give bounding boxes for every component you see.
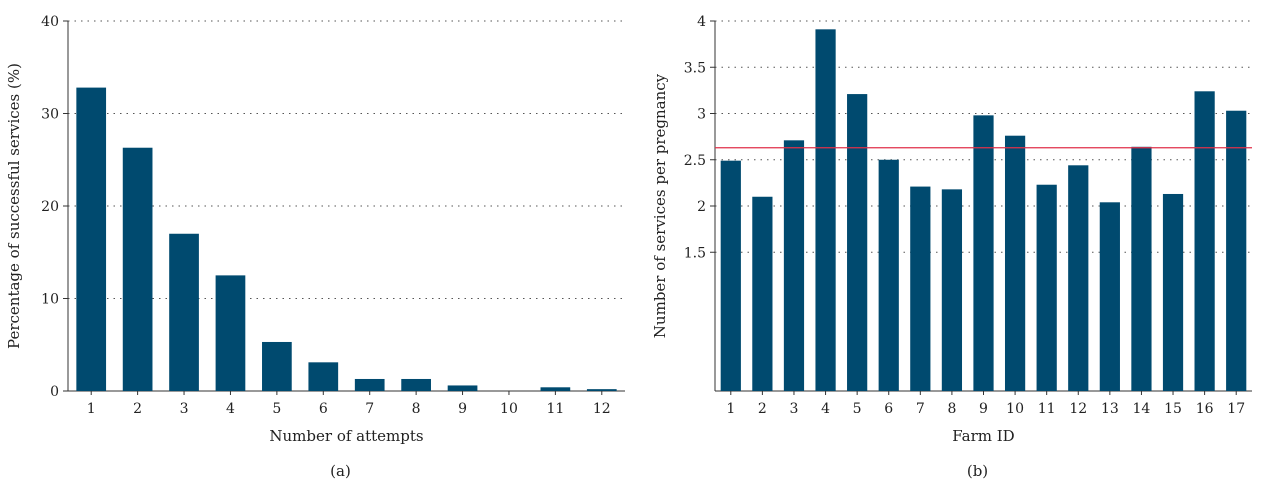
y-tick-label: 30: [41, 107, 59, 123]
panel-label: (b): [967, 462, 988, 480]
bar-15: [1162, 193, 1184, 391]
y-tick-label: 2: [697, 199, 706, 215]
x-tick-label: 5: [272, 401, 281, 417]
bar-7: [354, 378, 385, 391]
bar-2: [122, 147, 153, 391]
x-tick-label: 8: [947, 401, 956, 417]
bar-10: [1004, 135, 1026, 391]
bar-4: [215, 275, 246, 391]
bar-3: [783, 140, 805, 391]
x-tick-label: 6: [884, 401, 893, 417]
bar-1: [76, 87, 107, 391]
x-tick-label: 5: [853, 401, 862, 417]
bar-14: [1131, 146, 1152, 391]
x-tick-label: 7: [916, 401, 925, 417]
y-tick-label: 3.5: [684, 60, 706, 76]
bar-5: [262, 341, 292, 391]
x-tick-label: 8: [412, 401, 421, 417]
x-tick-label: 7: [365, 401, 374, 417]
bar-9: [973, 115, 994, 391]
x-tick-label: 3: [790, 401, 799, 417]
x-tick-label: 10: [500, 401, 518, 417]
bar-6: [878, 159, 899, 391]
y-tick-label: 3: [697, 107, 706, 123]
y-tick-label: 40: [41, 14, 59, 30]
bar-9: [447, 385, 478, 391]
x-axis-title: Farm ID: [952, 427, 1014, 445]
x-tick-label: 15: [1164, 401, 1182, 417]
x-tick-label: 1: [726, 401, 735, 417]
x-tick-label: 16: [1196, 401, 1214, 417]
x-tick-label: 11: [546, 401, 564, 417]
bar-11: [540, 387, 571, 391]
x-tick-label: 17: [1227, 401, 1245, 417]
bar-12: [1068, 165, 1089, 391]
x-tick-label: 13: [1101, 401, 1119, 417]
y-tick-label: 4: [697, 14, 706, 30]
y-tick-label: 1.5: [684, 245, 706, 261]
panel-label: (a): [330, 462, 351, 480]
bar-13: [1099, 202, 1120, 391]
bar-6: [308, 362, 339, 391]
bar-8: [401, 378, 431, 391]
x-tick-label: 9: [458, 401, 467, 417]
x-tick-label: 4: [821, 401, 830, 417]
x-tick-label: 11: [1038, 401, 1056, 417]
bar-3: [169, 233, 199, 391]
x-axis-title: Number of attempts: [269, 427, 423, 445]
x-tick-label: 12: [1069, 401, 1087, 417]
y-tick-label: 20: [41, 199, 59, 215]
y-axis-title: Number of services per pregnancy: [651, 73, 669, 338]
x-tick-label: 2: [133, 401, 142, 417]
x-tick-label: 2: [758, 401, 767, 417]
bar-8: [941, 189, 963, 391]
x-tick-label: 9: [979, 401, 988, 417]
bar-5: [847, 94, 868, 391]
x-tick-label: 10: [1006, 401, 1024, 417]
x-tick-label: 4: [226, 401, 235, 417]
x-tick-label: 3: [180, 401, 189, 417]
bar-4: [815, 29, 836, 391]
y-tick-label: 2.5: [684, 153, 706, 169]
x-tick-label: 14: [1133, 401, 1151, 417]
bar-2: [752, 196, 773, 391]
x-tick-label: 12: [593, 401, 611, 417]
y-tick-label: 10: [41, 292, 59, 308]
chart-panel-b: 1.522.533.541 2 3 4 5 6 7 8 9 10 11 12 13 14 15 16 17Far…: [651, 14, 1252, 480]
bar-17: [1226, 110, 1247, 391]
y-tick-label: 0: [50, 384, 59, 400]
y-axis-title: Percentage of successful services (%): [5, 63, 23, 349]
x-tick-label: 1: [87, 401, 96, 417]
bar-7: [910, 186, 931, 391]
bar-16: [1194, 91, 1215, 392]
x-tick-label: 6: [319, 401, 328, 417]
bar-11: [1036, 184, 1057, 391]
bar-12: [586, 389, 617, 391]
bar-1: [720, 160, 741, 391]
